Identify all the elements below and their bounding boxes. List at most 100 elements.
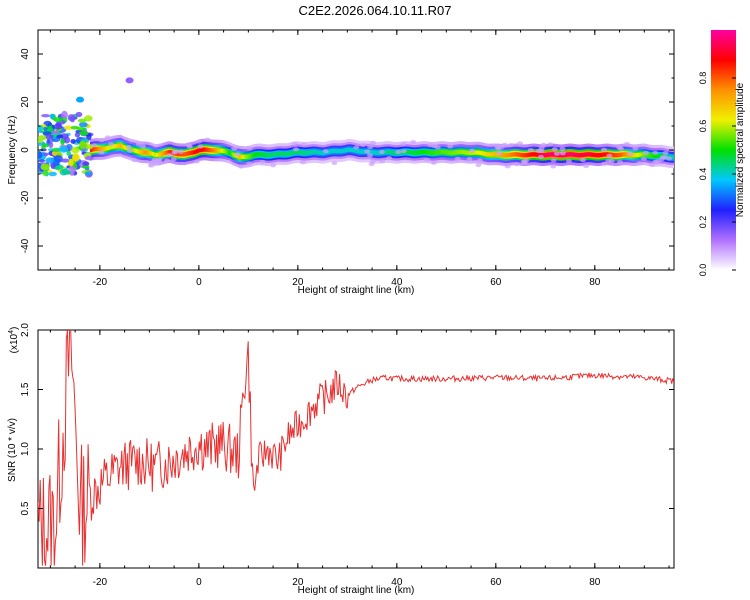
- y-tick-label: -40: [20, 238, 31, 253]
- x-tick-label: 20: [292, 277, 304, 288]
- ridge-cell: [580, 152, 583, 158]
- chart-title: C2E2.2026.064.10.11.R07: [299, 3, 452, 18]
- ridge-cell: [160, 151, 163, 157]
- noise-blob: [84, 155, 94, 161]
- ridge-cell: [335, 148, 338, 154]
- ridge-cell: [406, 149, 409, 155]
- y-tick-label: 40: [20, 48, 31, 60]
- ridge-cell: [439, 149, 442, 155]
- ridge-cell: [523, 153, 526, 158]
- ridge-cell: [226, 150, 229, 155]
- ridge-cell: [287, 151, 290, 156]
- ridge-cell: [238, 154, 241, 159]
- haze-blob: [197, 144, 204, 149]
- ridge-cell: [633, 153, 636, 158]
- ridge-cell: [247, 154, 250, 159]
- ridge-cell: [524, 153, 527, 158]
- ridge-cell: [573, 152, 576, 157]
- ridge-cell: [342, 148, 345, 153]
- haze-blob: [553, 151, 560, 156]
- ridge-cell: [190, 150, 193, 155]
- ridge-cell: [464, 150, 467, 155]
- ridge-cell: [322, 150, 325, 155]
- noise-blob: [75, 111, 83, 118]
- ridge-cell: [472, 150, 475, 155]
- ridge-cell: [632, 153, 635, 158]
- ridge-cell: [244, 154, 247, 160]
- x-tick-label: 0: [196, 577, 202, 588]
- ridge-cell: [266, 153, 269, 158]
- noise-blob: [74, 132, 81, 138]
- ridge-cell: [616, 153, 619, 158]
- ridge-cell: [271, 152, 274, 157]
- haze-blob: [170, 157, 177, 162]
- haze-blob: [537, 154, 544, 159]
- ridge-cell: [389, 150, 392, 155]
- ridge-cell: [318, 150, 321, 155]
- haze-blob: [108, 141, 115, 146]
- noise-blob: [55, 164, 64, 170]
- snr-x-label: Height of straight line (km): [298, 585, 415, 596]
- ridge-cell: [545, 152, 548, 158]
- haze-blob: [527, 148, 534, 153]
- haze-blob: [454, 156, 461, 161]
- ridge-cell: [150, 151, 153, 156]
- ridge-cell: [202, 147, 205, 152]
- ridge-cell: [526, 152, 529, 158]
- noise-blob: [56, 134, 64, 139]
- haze-blob: [662, 155, 669, 160]
- haze-blob: [538, 146, 545, 151]
- ridge-cell: [105, 146, 108, 151]
- x-tick-label: 20: [292, 577, 304, 588]
- noise-blob: [66, 150, 71, 156]
- ridge-cell: [450, 150, 453, 155]
- ridge-cell: [528, 152, 531, 157]
- haze-blob: [238, 164, 245, 169]
- ridge-cell: [107, 145, 110, 151]
- ridge-cell: [232, 152, 234, 157]
- haze-blob: [521, 160, 528, 165]
- ridge-cell: [512, 152, 515, 157]
- haze-blob: [550, 158, 557, 163]
- haze-blob: [547, 142, 554, 147]
- ridge-cell: [356, 149, 359, 154]
- ridge-cell: [119, 143, 122, 148]
- ridge-cell: [360, 149, 363, 154]
- haze-blob: [466, 157, 473, 162]
- haze-blob: [259, 159, 266, 164]
- ridge-cell: [292, 150, 295, 155]
- snr-y-label: SNR (10 * v/v): [7, 418, 18, 482]
- ridge-cell: [133, 148, 136, 153]
- ridge-cell: [658, 153, 661, 158]
- noise-blob: [81, 165, 90, 169]
- x-tick-label: -20: [93, 577, 108, 588]
- noise-blob: [43, 126, 48, 132]
- spectrogram-y-label: Frequency (Hz): [7, 116, 18, 185]
- ridge-cell: [431, 150, 434, 155]
- ridge-cell: [240, 154, 243, 159]
- noise-blob: [70, 138, 76, 144]
- ridge-cell: [543, 152, 546, 158]
- ridge-cell: [542, 153, 545, 158]
- ridge-cell: [429, 150, 432, 155]
- ridge-cell: [341, 148, 344, 154]
- ridge-cell: [533, 152, 536, 157]
- ridge-cell: [188, 150, 191, 156]
- ridge-cell: [375, 150, 378, 155]
- y-tick-label: 1.5: [20, 382, 31, 396]
- haze-blob: [370, 140, 377, 145]
- ridge-cell: [204, 147, 207, 152]
- ridge-cell: [505, 153, 508, 158]
- ridge-cell: [181, 152, 184, 157]
- ridge-cell: [600, 152, 603, 158]
- ridge-cell: [136, 149, 139, 154]
- ridge-cell: [273, 152, 276, 157]
- noise-blob: [38, 135, 47, 141]
- ridge-cell: [207, 147, 210, 153]
- ridge-cell: [432, 150, 435, 155]
- haze-blob: [386, 156, 393, 161]
- ridge-cell: [290, 150, 293, 156]
- ridge-cell: [576, 153, 579, 158]
- noise-blob: [42, 152, 49, 157]
- ridge-cell: [564, 152, 567, 157]
